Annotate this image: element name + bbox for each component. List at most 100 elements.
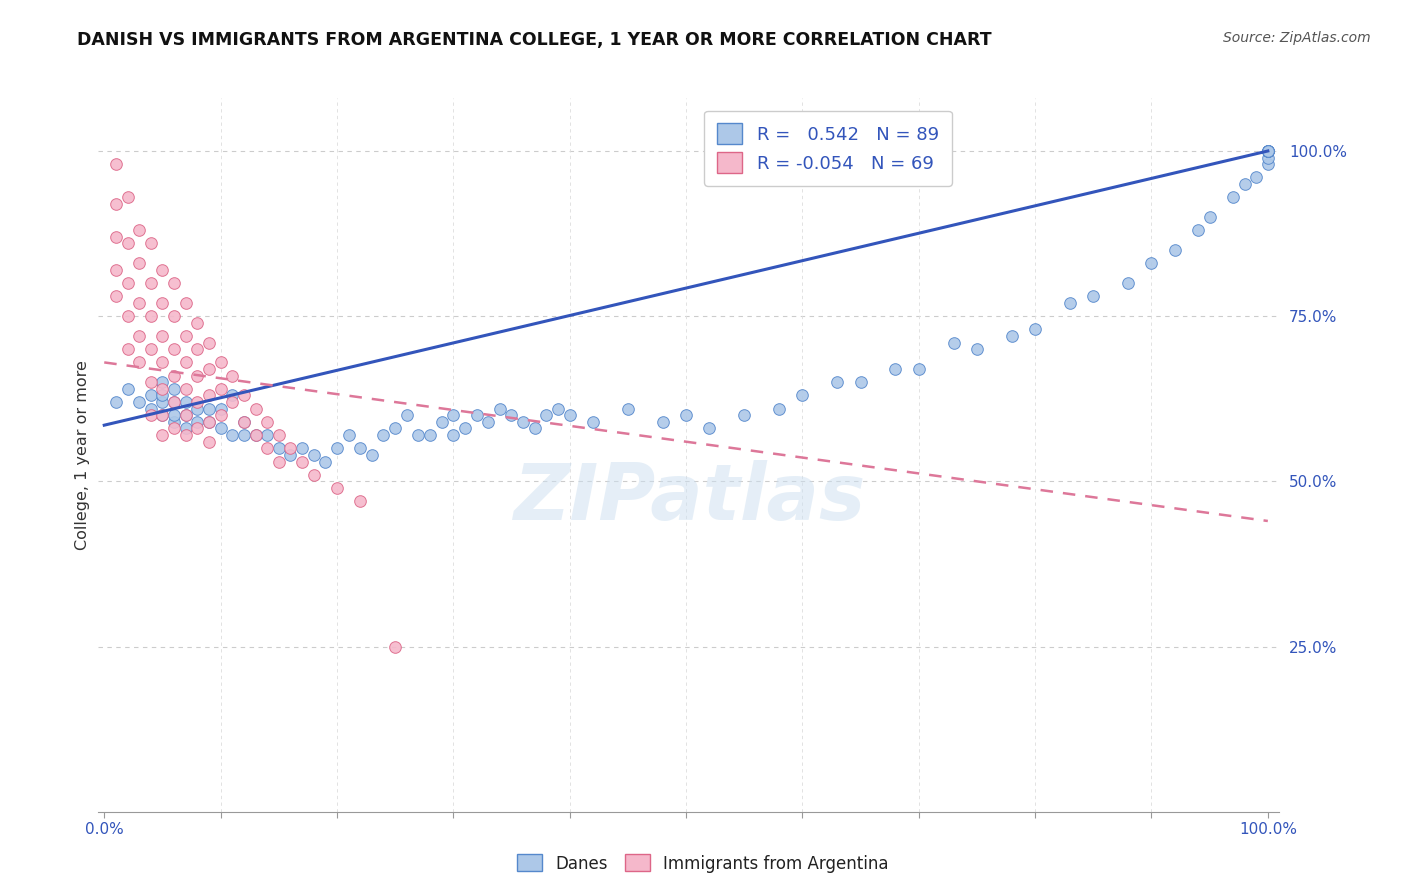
Point xyxy=(547,401,569,416)
Point xyxy=(349,442,371,456)
Point xyxy=(174,355,197,369)
Point xyxy=(942,335,965,350)
Point xyxy=(617,401,640,416)
Point xyxy=(209,421,232,435)
Point xyxy=(441,428,464,442)
Point xyxy=(117,276,139,290)
Point xyxy=(280,448,302,462)
Point xyxy=(477,415,499,429)
Point xyxy=(104,395,127,409)
Point xyxy=(733,409,755,423)
Point xyxy=(884,362,907,376)
Text: ZIPatlas: ZIPatlas xyxy=(513,459,865,536)
Point xyxy=(128,355,150,369)
Point xyxy=(152,376,174,390)
Point xyxy=(302,448,325,462)
Point xyxy=(697,421,720,435)
Point xyxy=(139,409,162,423)
Point xyxy=(128,329,150,343)
Point xyxy=(582,415,605,429)
Legend: Danes, Immigrants from Argentina: Danes, Immigrants from Argentina xyxy=(510,847,896,880)
Point xyxy=(907,362,929,376)
Point xyxy=(152,355,174,369)
Point xyxy=(174,409,197,423)
Point xyxy=(152,263,174,277)
Point xyxy=(174,329,197,343)
Point xyxy=(419,428,441,442)
Point xyxy=(198,388,221,402)
Point xyxy=(430,415,453,429)
Point xyxy=(128,395,150,409)
Text: DANISH VS IMMIGRANTS FROM ARGENTINA COLLEGE, 1 YEAR OR MORE CORRELATION CHART: DANISH VS IMMIGRANTS FROM ARGENTINA COLL… xyxy=(77,31,993,49)
Point xyxy=(221,368,243,383)
Point xyxy=(441,409,464,423)
Point xyxy=(245,428,267,442)
Point xyxy=(128,296,150,310)
Point xyxy=(256,415,278,429)
Point xyxy=(291,442,314,456)
Point xyxy=(139,276,162,290)
Point xyxy=(152,388,174,402)
Point xyxy=(558,409,581,423)
Point xyxy=(186,401,208,416)
Point xyxy=(792,388,814,402)
Point xyxy=(163,368,186,383)
Point xyxy=(128,223,150,237)
Point xyxy=(152,296,174,310)
Point xyxy=(209,382,232,396)
Point xyxy=(163,342,186,356)
Point xyxy=(768,401,790,416)
Point xyxy=(1244,170,1267,185)
Point xyxy=(1257,157,1279,171)
Point xyxy=(139,342,162,356)
Point xyxy=(152,329,174,343)
Point xyxy=(104,230,127,244)
Point xyxy=(104,157,127,171)
Point xyxy=(326,442,349,456)
Point xyxy=(163,276,186,290)
Point xyxy=(349,494,371,508)
Point xyxy=(198,401,221,416)
Point xyxy=(163,382,186,396)
Point xyxy=(209,409,232,423)
Point xyxy=(1257,144,1279,158)
Point xyxy=(198,415,221,429)
Point xyxy=(280,442,302,456)
Point xyxy=(139,388,162,402)
Point xyxy=(267,442,290,456)
Point xyxy=(163,395,186,409)
Point xyxy=(139,376,162,390)
Point xyxy=(245,428,267,442)
Point xyxy=(117,236,139,251)
Point xyxy=(186,395,208,409)
Point xyxy=(221,395,243,409)
Point xyxy=(117,190,139,204)
Point xyxy=(152,409,174,423)
Point xyxy=(186,421,208,435)
Point xyxy=(221,388,243,402)
Point xyxy=(314,454,336,468)
Point xyxy=(163,415,186,429)
Point xyxy=(373,428,395,442)
Point xyxy=(1257,144,1279,158)
Point xyxy=(174,296,197,310)
Point xyxy=(139,401,162,416)
Point xyxy=(1024,322,1046,336)
Point xyxy=(256,442,278,456)
Point xyxy=(1140,256,1163,270)
Point xyxy=(152,382,174,396)
Point xyxy=(128,256,150,270)
Point xyxy=(209,401,232,416)
Point xyxy=(384,640,406,654)
Point xyxy=(117,309,139,323)
Point xyxy=(651,415,673,429)
Point xyxy=(1059,296,1081,310)
Point xyxy=(163,309,186,323)
Point xyxy=(152,409,174,423)
Point xyxy=(174,382,197,396)
Point xyxy=(198,335,221,350)
Text: Source: ZipAtlas.com: Source: ZipAtlas.com xyxy=(1223,31,1371,45)
Point xyxy=(152,428,174,442)
Y-axis label: College, 1 year or more: College, 1 year or more xyxy=(75,360,90,549)
Point xyxy=(174,409,197,423)
